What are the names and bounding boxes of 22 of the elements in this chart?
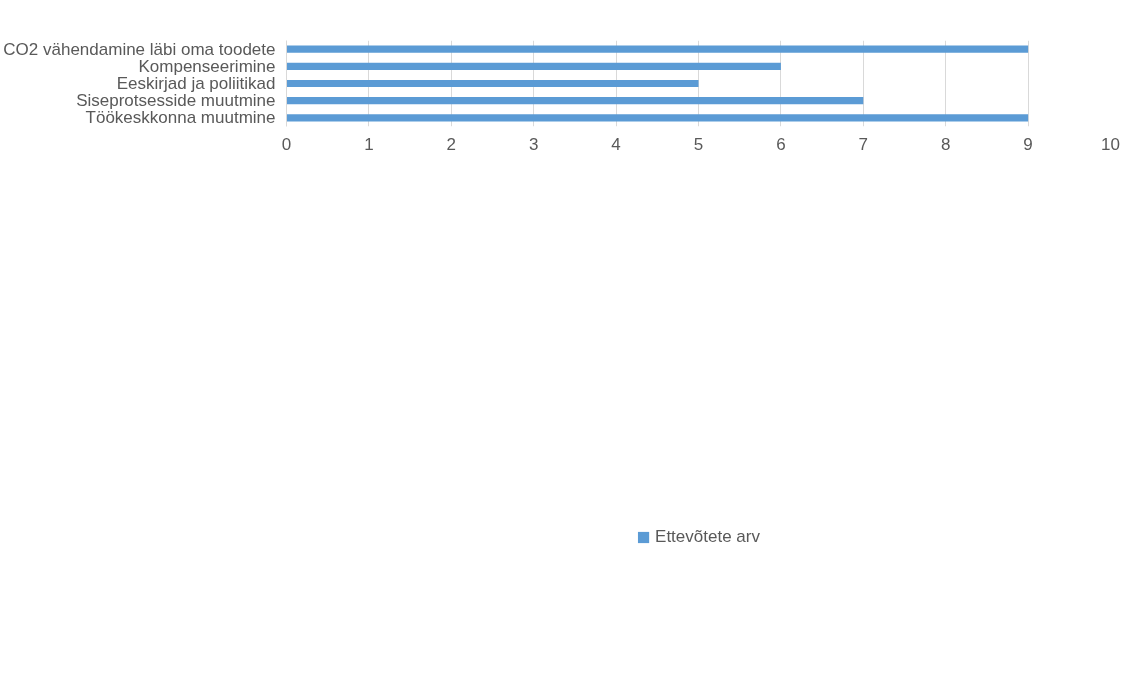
- x-tick-label: 0: [281, 134, 292, 154]
- x-tick-label: 9: [1023, 134, 1033, 154]
- x-tick-label: 8: [940, 134, 951, 154]
- y-tick-label: Töökeskkonna muutmine: [85, 108, 276, 128]
- x-tick-label: 2: [446, 134, 457, 154]
- bar: [286, 79, 699, 88]
- x-tick-label: 10: [1101, 134, 1120, 154]
- bar: [286, 97, 864, 105]
- y-tick-label: Kompenseerimine: [138, 56, 276, 76]
- y-tick-label: Siseprotsesside muutmine: [76, 91, 276, 111]
- y-tick-label: CO2 vähendamine läbi oma toodete: [3, 39, 276, 59]
- bar: [286, 62, 781, 70]
- y-tick-label: Eeskirjad ja poliitikad: [116, 74, 276, 93]
- legend-label: Ettevõtete arv: [655, 527, 760, 547]
- x-tick-label: 5: [693, 134, 704, 154]
- x-tick-label: 6: [776, 134, 786, 154]
- x-tick-label: 3: [528, 134, 539, 154]
- x-tick-label: 1: [364, 134, 374, 154]
- bar: [286, 45, 1029, 53]
- x-tick-label: 4: [611, 134, 621, 154]
- bar: [286, 114, 1029, 122]
- x-tick-label: 7: [858, 134, 869, 154]
